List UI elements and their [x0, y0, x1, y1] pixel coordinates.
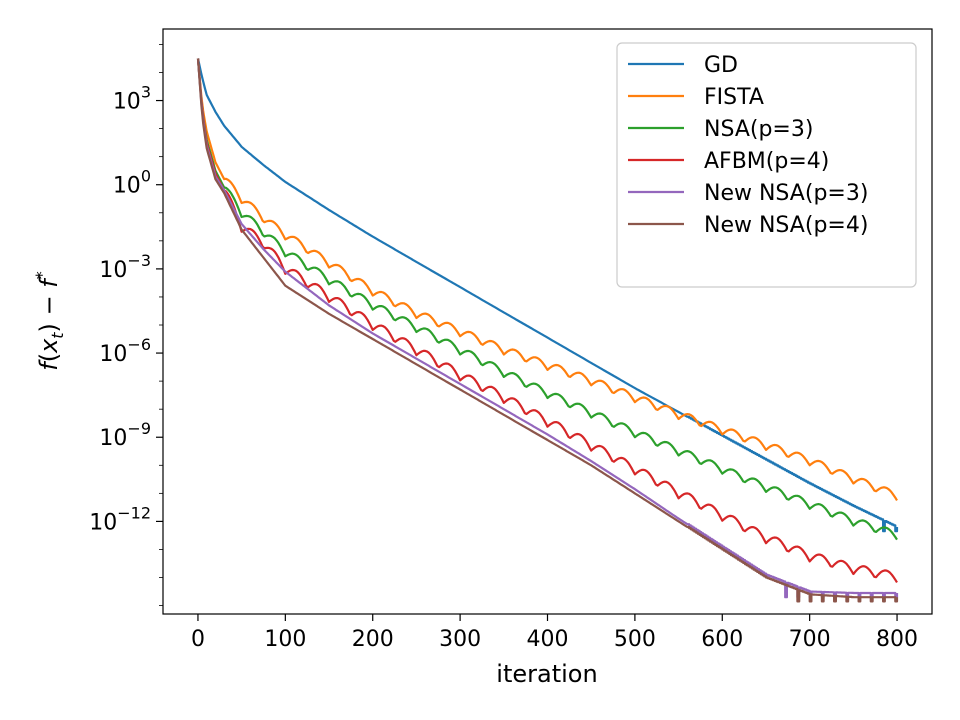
- y-tick-label: 10−12: [89, 503, 151, 535]
- legend-entry-label: FISTA: [704, 85, 764, 110]
- x-axis-label: iteration: [496, 660, 597, 688]
- y-tick-label: 10−6: [99, 335, 151, 367]
- series-line-6: [196, 58, 899, 603]
- x-tick-label: 700: [789, 627, 831, 652]
- x-tick-label: 600: [701, 627, 743, 652]
- y-tick-label: 10−3: [99, 251, 151, 283]
- series-line-3: [196, 58, 898, 541]
- x-tick-label: 400: [527, 627, 569, 652]
- series-line-2: [196, 58, 898, 501]
- series-line-1: [196, 58, 899, 533]
- series-line-5: [196, 58, 899, 599]
- y-axis-label: f(xt) − f*: [32, 271, 67, 371]
- x-tick-label: 100: [264, 627, 306, 652]
- legend: GD FISTA NSA(p=3) AFBM(p=4) New NSA(p=3) New …: [616, 42, 917, 288]
- x-axis: 0 100 200 300 400 500 600 700 800: [191, 614, 918, 652]
- legend-box: [616, 42, 917, 288]
- x-tick-label: 500: [614, 627, 656, 652]
- y-tick-label: 100: [113, 167, 151, 199]
- legend-entry-label: New NSA(p=3): [704, 181, 868, 206]
- legend-entry-label: AFBM(p=4): [704, 149, 829, 174]
- y-tick-label: 10−9: [99, 419, 151, 451]
- series-line-4: [196, 58, 898, 583]
- x-tick-label: 800: [876, 627, 918, 652]
- x-tick-label: 0: [191, 627, 205, 652]
- x-tick-label: 300: [439, 627, 481, 652]
- y-axis: 103 100 10−3 10−6 10−9 10−12: [89, 44, 163, 606]
- y-tick-label: 103: [113, 83, 151, 115]
- series-layer: [196, 58, 899, 603]
- x-tick-label: 200: [352, 627, 394, 652]
- legend-entry-label: New NSA(p=4): [704, 213, 868, 238]
- legend-entry-label: NSA(p=3): [704, 117, 813, 142]
- legend-entry-label: GD: [704, 53, 738, 78]
